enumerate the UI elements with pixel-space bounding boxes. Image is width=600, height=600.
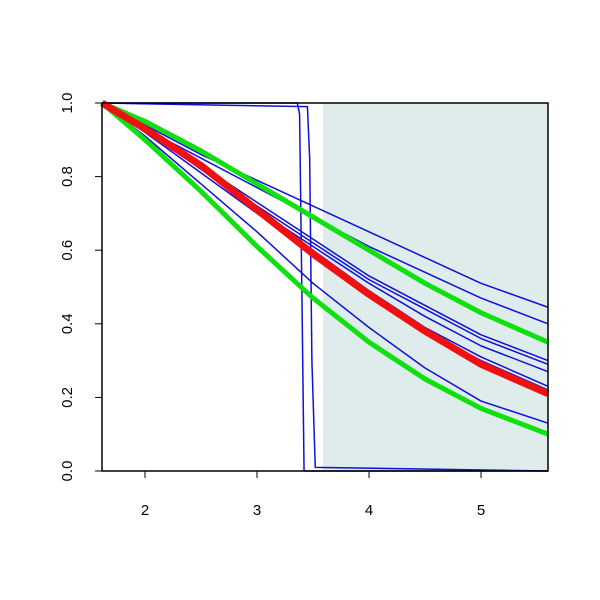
y-tick-label: 0.2 [59,387,76,408]
y-tick-label: 0.0 [59,461,76,482]
y-tick-label: 1.0 [59,93,76,114]
y-tick-label: 0.6 [59,240,76,261]
y-tick-label: 0.8 [59,166,76,187]
series-line [101,102,549,424]
series-line [101,102,549,308]
series-line [101,102,549,472]
series-line [100,101,549,437]
plot-box [101,102,549,472]
x-tick-label: 2 [141,502,149,519]
y-tick-label: 0.4 [59,313,76,334]
series-line [101,100,550,345]
series-line [100,99,550,397]
x-tick-label: 5 [477,502,485,519]
x-tick-label: 4 [365,502,373,519]
x-tick-label: 3 [253,502,261,519]
